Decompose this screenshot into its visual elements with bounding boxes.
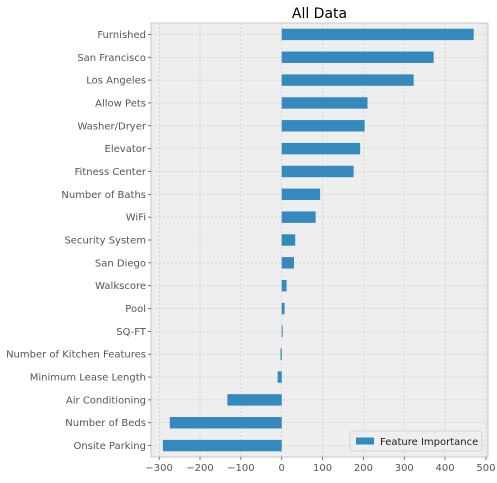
bar-number-of-baths — [281, 188, 321, 201]
bars — [162, 28, 474, 452]
bar-wifi — [281, 211, 316, 223]
bar-security-system — [281, 234, 296, 246]
y-tick-label: Washer/Dryer — [77, 121, 146, 132]
y-tick-label: Los Angeles — [86, 76, 146, 87]
y-tick-label: Minimum Lease Length — [30, 373, 146, 384]
bar-air-conditioning — [227, 394, 282, 406]
y-tick-label: WiFi — [126, 213, 146, 224]
bar-furnished — [281, 28, 474, 41]
bar-los-angeles — [281, 74, 414, 86]
bar-san-francisco — [281, 51, 434, 63]
y-tick-label: Number of Baths — [61, 190, 146, 201]
y-tick-label: Allow Pets — [95, 98, 146, 109]
bar-number-of-beds — [169, 417, 282, 429]
bar-minimum-lease-length — [277, 371, 282, 383]
bar-elevator — [281, 142, 361, 155]
legend-label: Feature Importance — [380, 437, 478, 448]
y-tick-label: Security System — [64, 236, 146, 247]
x-tick-labels: −300 −200 −100 0 100 200 300 400 500 — [145, 457, 496, 474]
x-tick-label: −100 — [227, 463, 254, 474]
x-tick-label: 400 — [436, 463, 455, 474]
bar-number-of-kitchen-features — [280, 348, 282, 360]
bar-washer-dryer — [281, 120, 365, 132]
y-tick-label: San Francisco — [77, 53, 146, 64]
bar-sq-ft — [281, 325, 283, 338]
y-tick-label: Furnished — [97, 30, 146, 41]
x-tick-label: −300 — [145, 463, 172, 474]
x-tick-label: −200 — [186, 463, 213, 474]
y-tick-label: Onsite Parking — [73, 441, 146, 452]
bar-fitness-center — [281, 165, 354, 178]
x-tick-label: 200 — [354, 463, 373, 474]
y-tick-label: Pool — [125, 304, 146, 315]
y-tick-label: Air Conditioning — [66, 395, 146, 406]
legend: Feature Importance — [349, 430, 483, 452]
legend-swatch — [356, 437, 374, 445]
y-tick-label: Walkscore — [95, 281, 146, 292]
y-tick-label: SQ-FT — [116, 327, 147, 338]
y-tick-label: Fitness Center — [75, 167, 147, 178]
bar-pool — [281, 302, 285, 315]
y-tick-label: San Diego — [95, 258, 146, 269]
y-tick-labels: Furnished San Francisco Los Angeles Allow P… — [6, 30, 151, 452]
x-tick-label: 100 — [313, 463, 332, 474]
y-tick-label: Number of Beds — [65, 418, 146, 429]
y-tick-label: Elevator — [105, 144, 147, 155]
bar-san-diego — [281, 257, 294, 269]
bar-walkscore — [281, 279, 287, 292]
bar-allow-pets — [281, 97, 368, 109]
x-tick-label: 300 — [395, 463, 414, 474]
chart-title: All Data — [292, 6, 347, 22]
x-tick-label: 0 — [279, 463, 285, 474]
x-tick-label: 500 — [476, 463, 495, 474]
y-tick-label: Number of Kitchen Features — [6, 350, 146, 361]
bar-onsite-parking — [162, 439, 282, 452]
legend-box — [349, 430, 483, 452]
